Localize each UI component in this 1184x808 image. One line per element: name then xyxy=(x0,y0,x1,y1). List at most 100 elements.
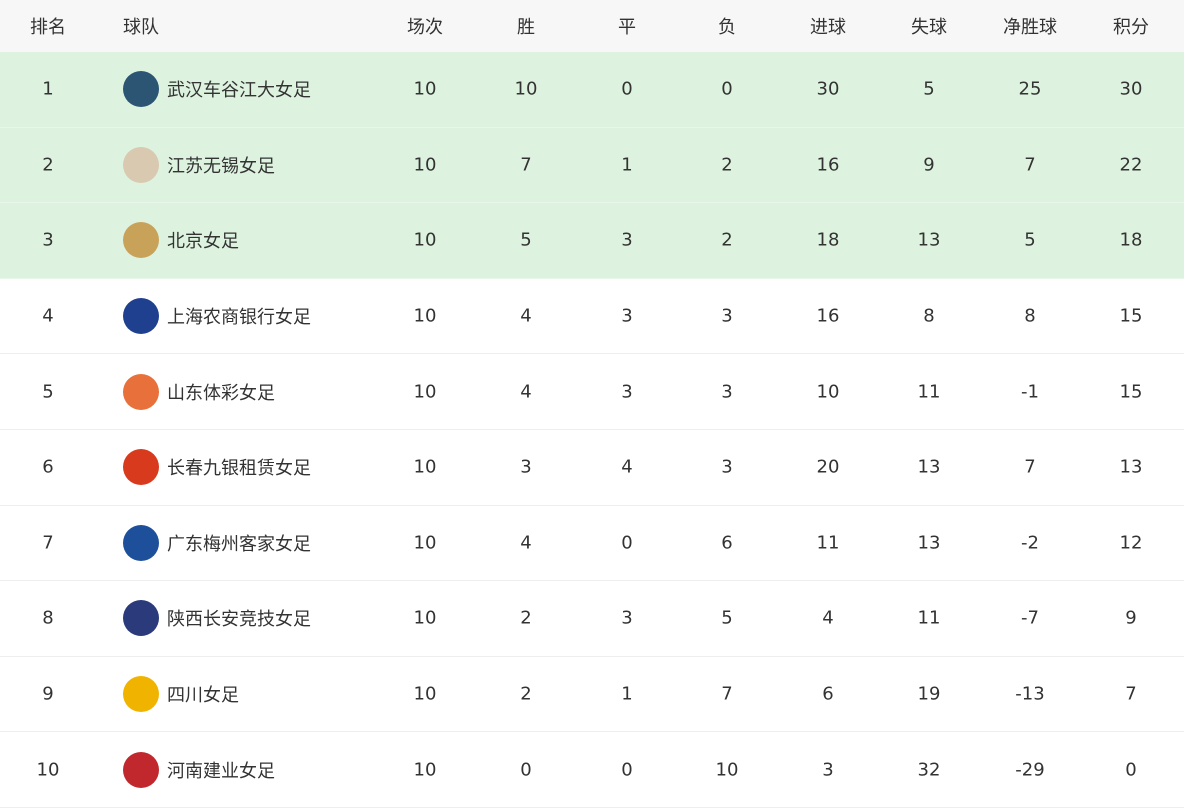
team-logo-icon xyxy=(123,222,159,259)
cell-ga: 11 xyxy=(917,607,941,629)
cell-p: 10 xyxy=(413,154,437,176)
header-points: 积分 xyxy=(1113,17,1149,38)
cell-gf: 16 xyxy=(816,305,840,327)
cell-w: 2 xyxy=(520,607,532,629)
cell-gd: 25 xyxy=(1018,78,1042,100)
team-name[interactable]: 广东梅州客家女足 xyxy=(167,533,311,555)
cell-rank: 1 xyxy=(42,78,54,100)
cell-d: 0 xyxy=(621,759,633,781)
team-name[interactable]: 四川女足 xyxy=(167,685,239,707)
table-row[interactable]: 8 10 2 3 5 4 11 -7 9 陕西长安竞技女足 xyxy=(0,581,1184,657)
cell-l: 7 xyxy=(721,683,733,705)
cell-rank: 7 xyxy=(42,532,54,554)
team-cell[interactable]: 河南建业女足 xyxy=(123,751,275,788)
header-goals-for: 进球 xyxy=(810,17,846,38)
table-row[interactable]: 2 10 7 1 2 16 9 7 22 江苏无锡女足 xyxy=(0,127,1184,204)
team-name[interactable]: 上海农商银行女足 xyxy=(167,307,311,329)
cell-p: 10 xyxy=(413,607,437,629)
table-row[interactable]: 3 10 5 3 2 18 13 5 18 北京女足 xyxy=(0,203,1184,279)
header-goal-diff: 净胜球 xyxy=(1003,17,1057,38)
cell-d: 3 xyxy=(621,607,633,629)
cell-l: 3 xyxy=(721,456,733,478)
cell-w: 0 xyxy=(520,759,532,781)
cell-rank: 4 xyxy=(42,305,54,327)
cell-ga: 13 xyxy=(917,532,941,554)
cell-ga: 8 xyxy=(923,305,935,327)
cell-d: 4 xyxy=(621,456,633,478)
cell-d: 1 xyxy=(621,683,633,705)
cell-ga: 13 xyxy=(917,229,941,251)
cell-gf: 16 xyxy=(816,154,840,176)
table-row[interactable]: 10 10 0 0 10 3 32 -29 0 河南建业女足 xyxy=(0,732,1184,808)
cell-l: 2 xyxy=(721,154,733,176)
table-row[interactable]: 7 10 4 0 6 11 13 -2 12 广东梅州客家女足 xyxy=(0,506,1184,582)
table-row[interactable]: 4 10 4 3 3 16 8 8 15 上海农商银行女足 xyxy=(0,279,1184,355)
team-cell[interactable]: 四川女足 xyxy=(123,676,239,713)
cell-pts: 13 xyxy=(1119,456,1143,478)
table-row[interactable]: 5 10 4 3 3 10 11 -1 15 山东体彩女足 xyxy=(0,354,1184,430)
cell-pts: 0 xyxy=(1125,759,1137,781)
cell-p: 10 xyxy=(413,456,437,478)
team-cell[interactable]: 武汉车谷江大女足 xyxy=(123,71,311,108)
cell-ga: 19 xyxy=(917,683,941,705)
team-name[interactable]: 长春九银租赁女足 xyxy=(167,458,311,480)
cell-w: 5 xyxy=(520,229,532,251)
cell-rank: 9 xyxy=(42,683,54,705)
team-cell[interactable]: 广东梅州客家女足 xyxy=(123,524,311,561)
cell-w: 4 xyxy=(520,532,532,554)
cell-gf: 6 xyxy=(822,683,834,705)
cell-gf: 20 xyxy=(816,456,840,478)
header-goals-against: 失球 xyxy=(911,17,947,38)
cell-l: 10 xyxy=(715,759,739,781)
team-cell[interactable]: 山东体彩女足 xyxy=(123,373,275,410)
team-logo-icon xyxy=(123,600,159,637)
header-lost: 负 xyxy=(718,17,736,38)
cell-d: 1 xyxy=(621,154,633,176)
header-drawn: 平 xyxy=(618,17,636,38)
cell-gf: 11 xyxy=(816,532,840,554)
cell-d: 0 xyxy=(621,532,633,554)
cell-w: 4 xyxy=(520,381,532,403)
cell-p: 10 xyxy=(413,532,437,554)
cell-p: 10 xyxy=(413,759,437,781)
cell-gd: 8 xyxy=(1024,305,1036,327)
team-cell[interactable]: 上海农商银行女足 xyxy=(123,298,311,335)
table-row[interactable]: 6 10 3 4 3 20 13 7 13 长春九银租赁女足 xyxy=(0,430,1184,506)
cell-gd: 5 xyxy=(1024,229,1036,251)
cell-l: 3 xyxy=(721,305,733,327)
cell-p: 10 xyxy=(413,78,437,100)
cell-rank: 3 xyxy=(42,229,54,251)
team-name[interactable]: 江苏无锡女足 xyxy=(167,155,275,177)
cell-pts: 9 xyxy=(1125,607,1137,629)
team-cell[interactable]: 江苏无锡女足 xyxy=(123,146,275,183)
team-name[interactable]: 河南建业女足 xyxy=(167,760,275,782)
cell-pts: 22 xyxy=(1119,154,1143,176)
table-row[interactable]: 1 10 10 0 0 30 5 25 30 武汉车谷江大女足 xyxy=(0,52,1184,128)
team-cell[interactable]: 北京女足 xyxy=(123,222,239,259)
team-name[interactable]: 武汉车谷江大女足 xyxy=(167,80,311,102)
cell-gd: 7 xyxy=(1024,154,1036,176)
cell-p: 10 xyxy=(413,381,437,403)
cell-rank: 6 xyxy=(42,456,54,478)
cell-gd: -29 xyxy=(1015,759,1045,781)
team-name[interactable]: 山东体彩女足 xyxy=(167,382,275,404)
cell-l: 6 xyxy=(721,532,733,554)
cell-gd: -2 xyxy=(1021,532,1039,554)
team-logo-icon xyxy=(123,676,159,713)
team-logo-icon xyxy=(123,449,159,486)
team-name[interactable]: 陕西长安竞技女足 xyxy=(167,609,311,631)
cell-l: 5 xyxy=(721,607,733,629)
team-cell[interactable]: 长春九银租赁女足 xyxy=(123,449,311,486)
cell-l: 3 xyxy=(721,381,733,403)
table-row[interactable]: 9 10 2 1 7 6 19 -13 7 四川女足 xyxy=(0,657,1184,733)
team-cell[interactable]: 陕西长安竞技女足 xyxy=(123,600,311,637)
team-name[interactable]: 北京女足 xyxy=(167,231,239,253)
cell-pts: 30 xyxy=(1119,78,1143,100)
cell-d: 3 xyxy=(621,381,633,403)
cell-ga: 5 xyxy=(923,78,935,100)
header-rank: 排名 xyxy=(30,17,66,38)
cell-pts: 7 xyxy=(1125,683,1137,705)
cell-d: 3 xyxy=(621,229,633,251)
cell-p: 10 xyxy=(413,305,437,327)
cell-p: 10 xyxy=(413,683,437,705)
